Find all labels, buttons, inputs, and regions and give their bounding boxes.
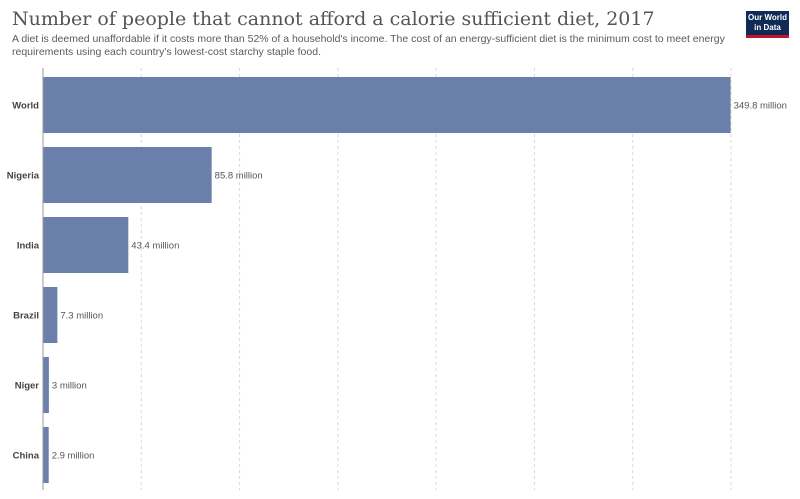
category-label-india: India <box>17 241 40 252</box>
bar-nigeria <box>43 147 212 203</box>
value-label-niger: 3 million <box>52 381 87 392</box>
value-label-china: 2.9 million <box>52 451 95 462</box>
category-label-nigeria: Nigeria <box>7 171 40 182</box>
category-label-brazil: Brazil <box>13 311 39 322</box>
value-label-world: 349.8 million <box>734 101 787 112</box>
value-label-nigeria: 85.8 million <box>215 171 263 182</box>
logo-line-1: Our World <box>748 13 787 22</box>
bar-brazil <box>43 287 58 343</box>
bar-niger <box>43 357 49 413</box>
category-label-niger: Niger <box>15 381 40 392</box>
bar-india <box>43 217 129 273</box>
category-label-world: World <box>12 101 39 112</box>
category-label-china: China <box>13 451 40 462</box>
value-label-india: 43.4 million <box>131 241 179 252</box>
bar-china <box>43 427 49 483</box>
logo-line-2: in Data <box>754 23 781 32</box>
chart-title: Number of people that cannot afford a ca… <box>12 8 655 30</box>
owid-logo[interactable]: Our World in Data <box>746 11 789 38</box>
chart-subtitle: A diet is deemed unaffordable if it cost… <box>12 33 725 58</box>
bar-world <box>43 77 731 133</box>
value-label-brazil: 7.3 million <box>60 311 103 322</box>
